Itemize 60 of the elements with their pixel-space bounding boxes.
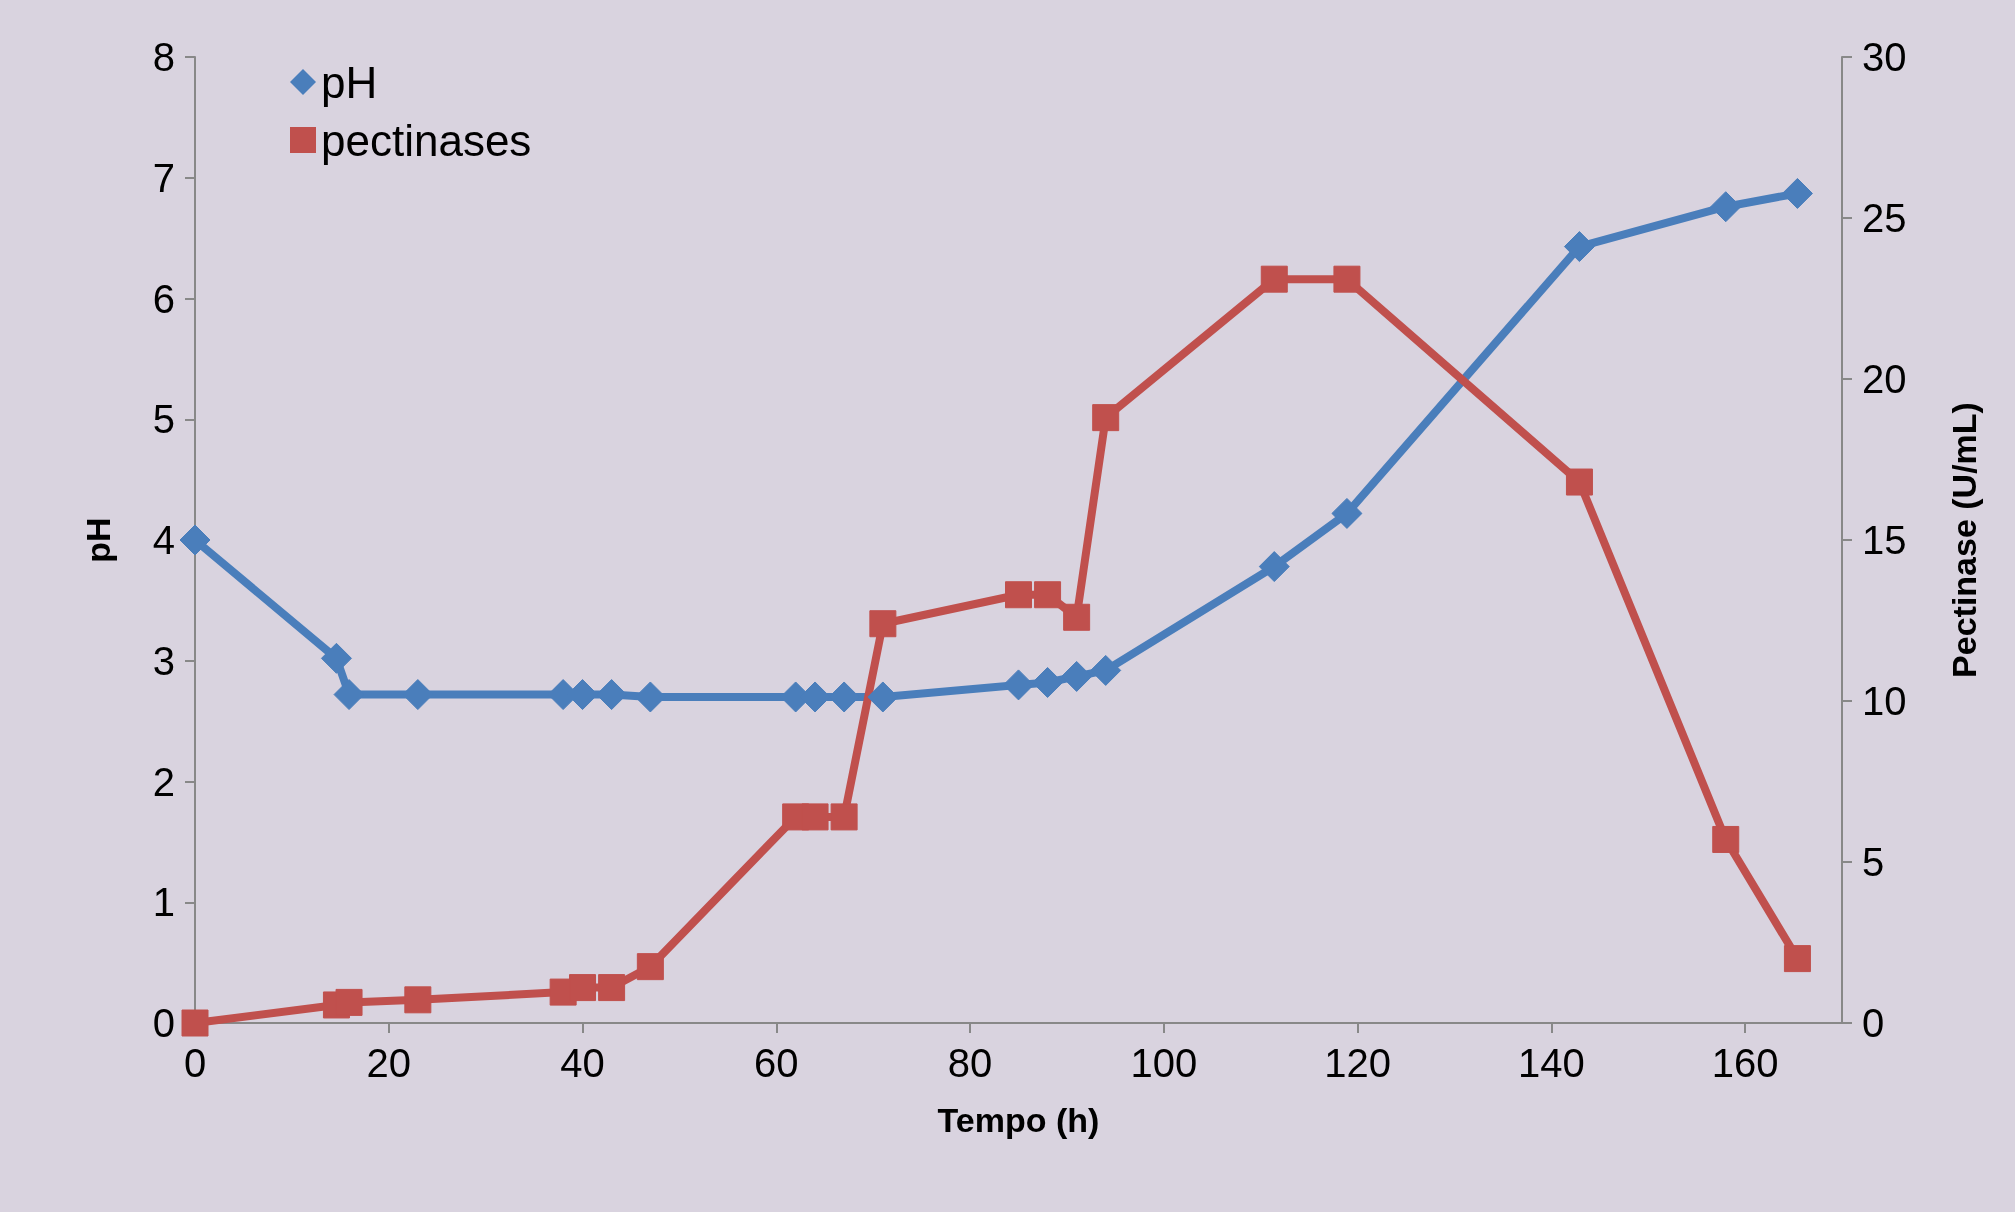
point [1032,666,1064,698]
point [1333,265,1361,293]
point [1565,468,1593,496]
x-axis-title: Tempo (h) [937,1101,1100,1139]
x-tick-label: 40 [560,1041,605,1085]
y-tick-label: 8 [152,35,175,79]
point [1005,581,1032,609]
point [1061,660,1093,692]
y2-tick-label: 0 [1862,1001,1885,1045]
point [1063,603,1091,631]
point [636,953,664,981]
point [867,681,899,713]
y2-tick-label: 15 [1862,518,1907,562]
y-tick-label: 4 [152,518,175,562]
point [830,803,858,831]
x-tick-label: 0 [183,1041,207,1085]
point [1331,497,1363,529]
point [869,610,897,638]
y2-tick-label: 20 [1862,357,1907,401]
point [1563,231,1595,263]
x-tick-label: 160 [1711,1041,1779,1085]
x-tick-label: 120 [1324,1041,1391,1085]
y-tick-label: 1 [152,880,175,925]
point [404,986,432,1014]
point [179,524,211,556]
point [1258,551,1290,583]
point [1003,669,1034,701]
point [1710,191,1742,223]
y2-tick-label: 30 [1862,35,1907,79]
y-tick-label: 3 [152,638,175,683]
y2-tick-label: 5 [1862,840,1885,884]
legend-label: pectinases [321,115,532,165]
point [1034,581,1062,609]
point [598,974,626,1002]
y-tick-label: 6 [152,276,175,321]
y2-tick-label: 10 [1862,679,1907,723]
y-tick-label: 2 [152,759,175,804]
y-axis-title: pH [79,517,117,563]
point [320,642,352,674]
y2-axis-title: Pectinase (U/mL) [1945,402,1983,678]
point [1090,654,1122,686]
legend-label: pH [321,57,378,107]
point [181,1009,209,1037]
point [801,803,829,831]
y-tick-label: 5 [152,397,175,442]
point [1092,404,1120,432]
x-tick-label: 140 [1517,1041,1585,1085]
point [569,974,597,1002]
point [1783,945,1811,973]
y-tick-label: 7 [152,155,175,200]
point [1781,177,1813,209]
y-tick-label: 0 [152,1001,175,1045]
x-tick-label: 20 [366,1041,412,1085]
x-tick-label: 80 [947,1041,993,1085]
y2-tick-label: 25 [1862,196,1907,240]
x-tick-label: 60 [754,1041,799,1085]
x-tick-label: 100 [1130,1041,1198,1085]
point [335,988,363,1016]
point [1260,265,1288,293]
point [1712,825,1740,853]
